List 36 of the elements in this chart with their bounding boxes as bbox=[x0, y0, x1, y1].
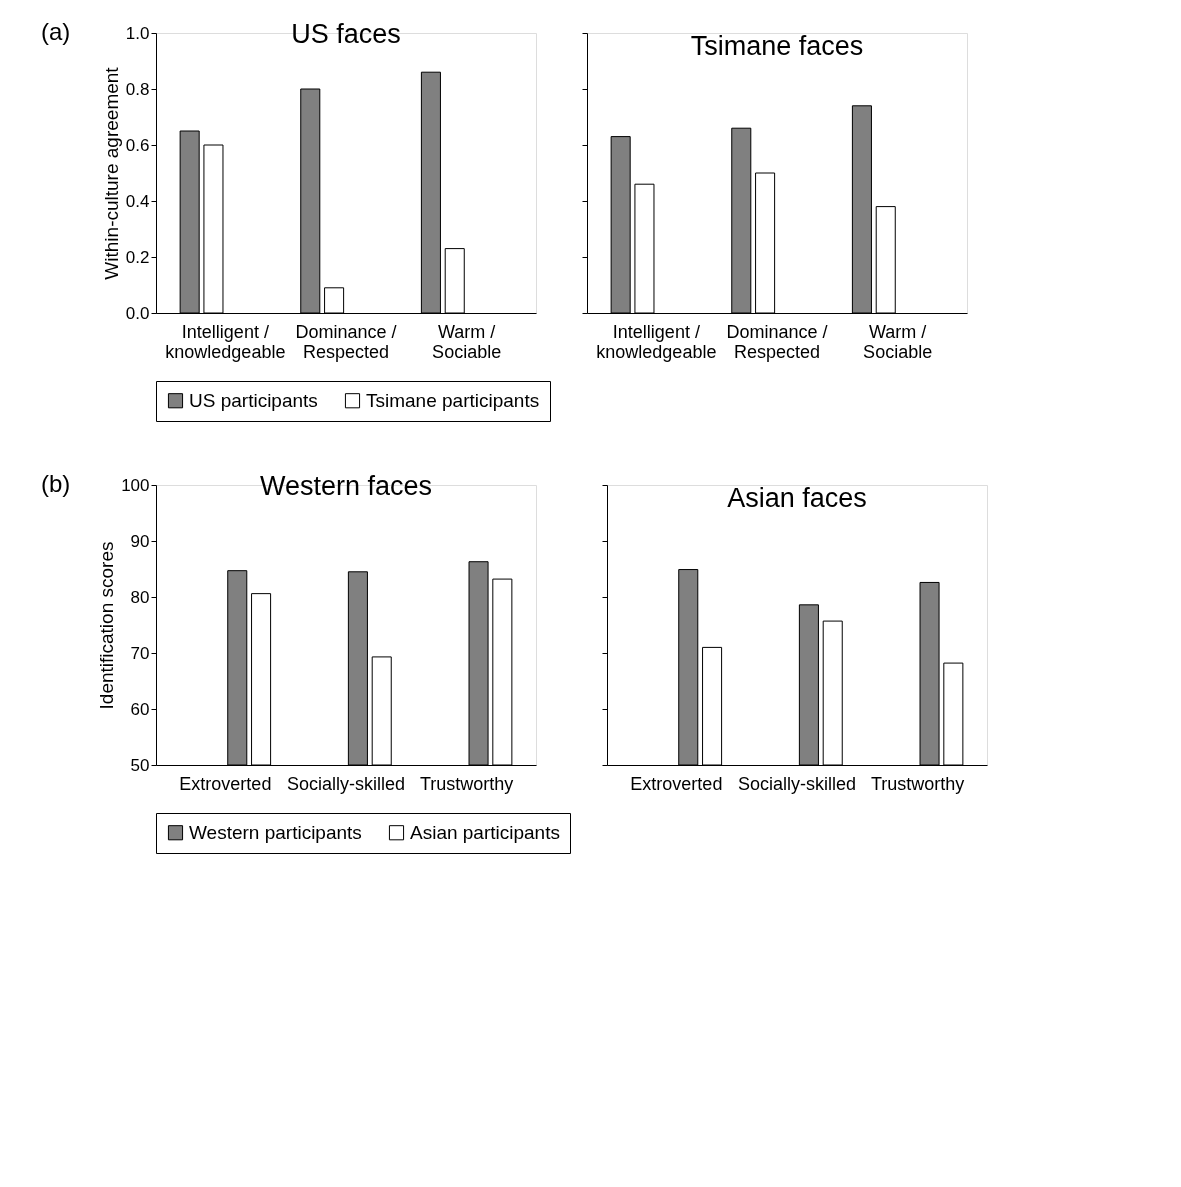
y-tick-label: 0.6 bbox=[125, 135, 150, 155]
x-tick-label: Warm / Sociable bbox=[432, 321, 502, 362]
chart-title: Western faces bbox=[259, 471, 433, 501]
y-axis-title: Within-culture agreement bbox=[100, 66, 122, 280]
x-tick-label: Dominance / Respected bbox=[726, 321, 828, 362]
y-tick-label: 0.0 bbox=[125, 303, 150, 323]
x-tick-label: Warm / Sociable bbox=[863, 321, 933, 362]
legend-label: Western participants bbox=[189, 821, 362, 843]
y-tick-label: 80 bbox=[130, 587, 150, 607]
y-tick-label: 60 bbox=[130, 699, 150, 719]
legend-label: Tsimane participants bbox=[366, 389, 540, 411]
y-tick-label: 50 bbox=[130, 755, 150, 775]
x-tick-label: Dominance / Respected bbox=[295, 321, 397, 362]
x-tick-label: Intelligent / knowledgeable bbox=[165, 321, 286, 362]
legend-label: Asian participants bbox=[410, 821, 560, 843]
x-tick-label: Extroverted bbox=[179, 773, 272, 794]
y-tick-label: 1.0 bbox=[125, 23, 150, 43]
chart-title: Asian faces bbox=[727, 482, 867, 513]
chart-title: US faces bbox=[291, 19, 401, 49]
y-axis-title: Identification scores bbox=[96, 541, 118, 710]
y-tick-label: 0.8 bbox=[125, 79, 150, 99]
x-tick-label: Extroverted bbox=[630, 773, 723, 794]
y-tick-label: 0.2 bbox=[125, 247, 150, 267]
y-tick-label: 0.4 bbox=[125, 191, 150, 211]
x-tick-label: Trustworthy bbox=[870, 773, 965, 794]
text: (a) bbox=[41, 18, 71, 45]
x-tick-label: Intelligent / knowledgeable bbox=[596, 321, 717, 362]
chart-title: Tsimane faces bbox=[690, 30, 864, 61]
legend-label: US participants bbox=[189, 389, 318, 411]
y-tick-label: 100 bbox=[121, 475, 150, 495]
x-tick-label: Socially-skilled bbox=[286, 773, 406, 794]
text: (b) bbox=[41, 470, 71, 497]
x-tick-label: Socially-skilled bbox=[737, 773, 857, 794]
x-tick-label: Trustworthy bbox=[419, 773, 514, 794]
y-tick-label: 90 bbox=[130, 531, 150, 551]
y-tick-label: 70 bbox=[130, 643, 150, 663]
